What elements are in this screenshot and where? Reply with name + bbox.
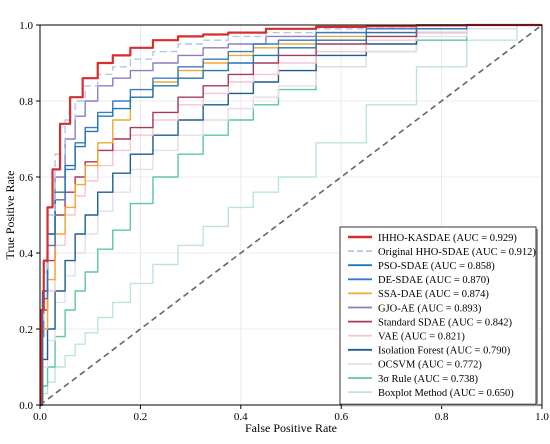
y-tick-label: 0.4 <box>19 248 33 260</box>
series-line-11 <box>40 24 542 406</box>
x-tick-label: 0.4 <box>234 411 248 423</box>
series-line-3 <box>40 24 542 406</box>
legend-box <box>339 226 537 405</box>
legend-label: OCSVM (AUC = 0.772) <box>378 360 482 371</box>
legend: IHHO-KASDAE (AUC = 0.929) Original HHO-SD… <box>339 226 538 407</box>
y-tick-label: 0.8 <box>19 96 33 108</box>
legend-label: GJO-AE (AUC = 0.893) <box>378 303 482 314</box>
y-tick-label: 0.2 <box>19 324 33 336</box>
reference-line <box>39 24 543 406</box>
series-line-0 <box>40 23 542 407</box>
legend-label: Standard SDAE (AUC = 0.842) <box>378 317 512 328</box>
x-axis-label: False Positive Rate <box>245 421 337 435</box>
x-tick-label: 1.0 <box>535 411 549 423</box>
x-ticks: 0.0 0.2 0.4 0.6 0.8 1.0 <box>33 405 549 423</box>
legend-label: VAE (AUC = 0.821) <box>378 332 465 343</box>
reference-diagonal <box>39 24 543 406</box>
y-tick-label: 0.0 <box>19 400 33 412</box>
y-ticks: 0.0 0.2 0.4 0.6 0.8 1.0 <box>19 20 40 412</box>
legend-label: Original HHO-SDAE (AUC = 0.912) <box>378 247 536 258</box>
y-axis-label: True Positive Rate <box>3 171 17 260</box>
legend-label: DE-SDAE (AUC = 0.870) <box>378 275 490 286</box>
series-line-6 <box>40 24 542 406</box>
series-lines <box>40 23 542 407</box>
x-tick-label: 0.6 <box>334 411 348 423</box>
y-tick-label: 0.6 <box>19 172 33 184</box>
x-tick-label: 0.0 <box>33 411 47 423</box>
legend-label: IHHO-KASDAE (AUC = 0.929) <box>378 233 517 244</box>
x-tick-label: 0.8 <box>435 411 449 423</box>
y-tick-label: 1.0 <box>19 20 33 32</box>
series-line-1 <box>40 24 542 406</box>
series-line-8 <box>40 24 542 406</box>
series-line-7 <box>40 24 542 406</box>
legend-label: 3σ Rule (AUC = 0.738) <box>378 374 478 385</box>
legend-label: PSO-SDAE (AUC = 0.858) <box>378 261 495 272</box>
legend-label: Boxplot Method (AUC = 0.650) <box>378 388 514 399</box>
x-tick-label: 0.2 <box>134 411 148 423</box>
legend-label: SSA-DAE (AUC = 0.874) <box>378 289 489 300</box>
series-line-2 <box>40 24 542 406</box>
legend-label: Isolation Forest (AUC = 0.790) <box>378 346 511 357</box>
plot-frame <box>39 24 543 406</box>
